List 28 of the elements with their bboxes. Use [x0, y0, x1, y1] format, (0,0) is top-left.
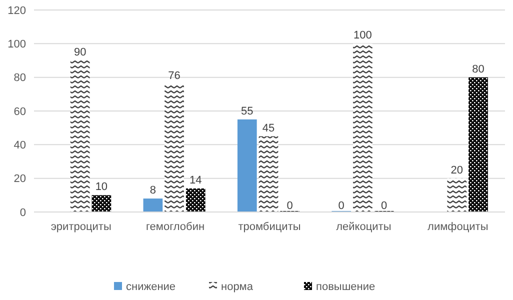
data-label: 76 — [168, 70, 180, 82]
legend-label: норма — [221, 280, 254, 293]
y-tick-label: 80 — [14, 72, 26, 84]
y-tick-label: 40 — [14, 140, 26, 152]
data-label: 55 — [241, 105, 254, 118]
data-label: 10 — [95, 181, 108, 194]
data-label: 14 — [190, 174, 202, 186]
x-tick-label: эритроциты — [50, 221, 112, 233]
y-tick-label: 100 — [8, 38, 26, 51]
x-tick-label: лейкоциты — [336, 221, 392, 233]
y-tick-label: 0 — [20, 206, 26, 219]
data-label: 0 — [380, 200, 388, 212]
data-label: 8 — [150, 184, 156, 197]
data-label: 0 — [286, 200, 293, 212]
data-label: 100 — [354, 30, 372, 42]
legend-label: повышение — [316, 280, 376, 293]
y-tick-label: 60 — [14, 106, 26, 118]
data-label: 80 — [472, 63, 484, 76]
data-label: 90 — [74, 46, 86, 58]
data-label: 0 — [338, 200, 344, 212]
data-label: 45 — [262, 122, 275, 134]
data-label: 20 — [450, 164, 464, 176]
legend-label: снижение — [126, 280, 176, 293]
x-tick-label: лимфоциты — [428, 221, 488, 233]
y-tick-label: 20 — [14, 173, 26, 186]
x-tick-label: гемоглобин — [146, 221, 205, 233]
y-tick-label: 120 — [8, 4, 26, 17]
x-tick-label: тромбициты — [238, 221, 301, 233]
